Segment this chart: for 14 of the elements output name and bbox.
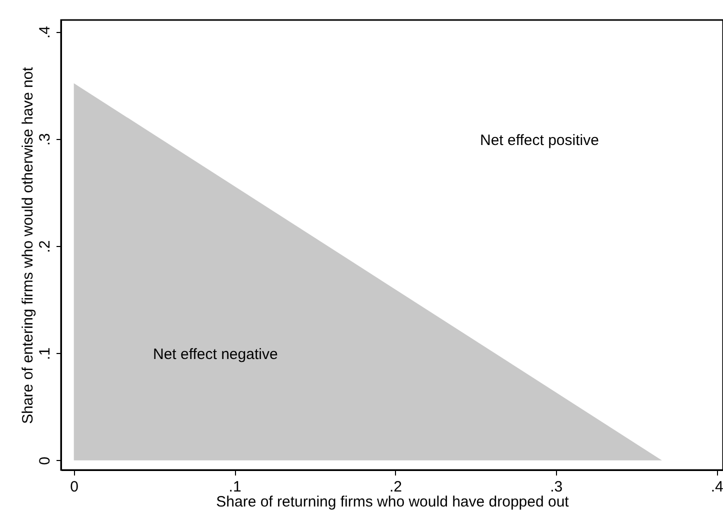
- x-tick-label: 0: [70, 478, 79, 496]
- y-axis-title: Share of entering firms who would otherwise have not: [20, 66, 36, 424]
- y-tick-label: .1: [36, 347, 54, 360]
- x-axis-title: Share of returning firms who would have dropped out: [216, 494, 570, 510]
- x-tick-label: .2: [389, 478, 402, 496]
- annotation: Net effect positive: [480, 132, 599, 149]
- x-tick-label: .3: [550, 478, 563, 496]
- y-tick-label: 0: [36, 456, 54, 466]
- x-tick-label: .1: [228, 478, 242, 496]
- y-tick-label: .4: [36, 26, 54, 39]
- y-tick-label: .2: [36, 240, 54, 253]
- x-tick-label: .4: [710, 478, 723, 496]
- y-tick-label: .3: [36, 133, 54, 146]
- annotation: Net effect negative: [153, 346, 278, 363]
